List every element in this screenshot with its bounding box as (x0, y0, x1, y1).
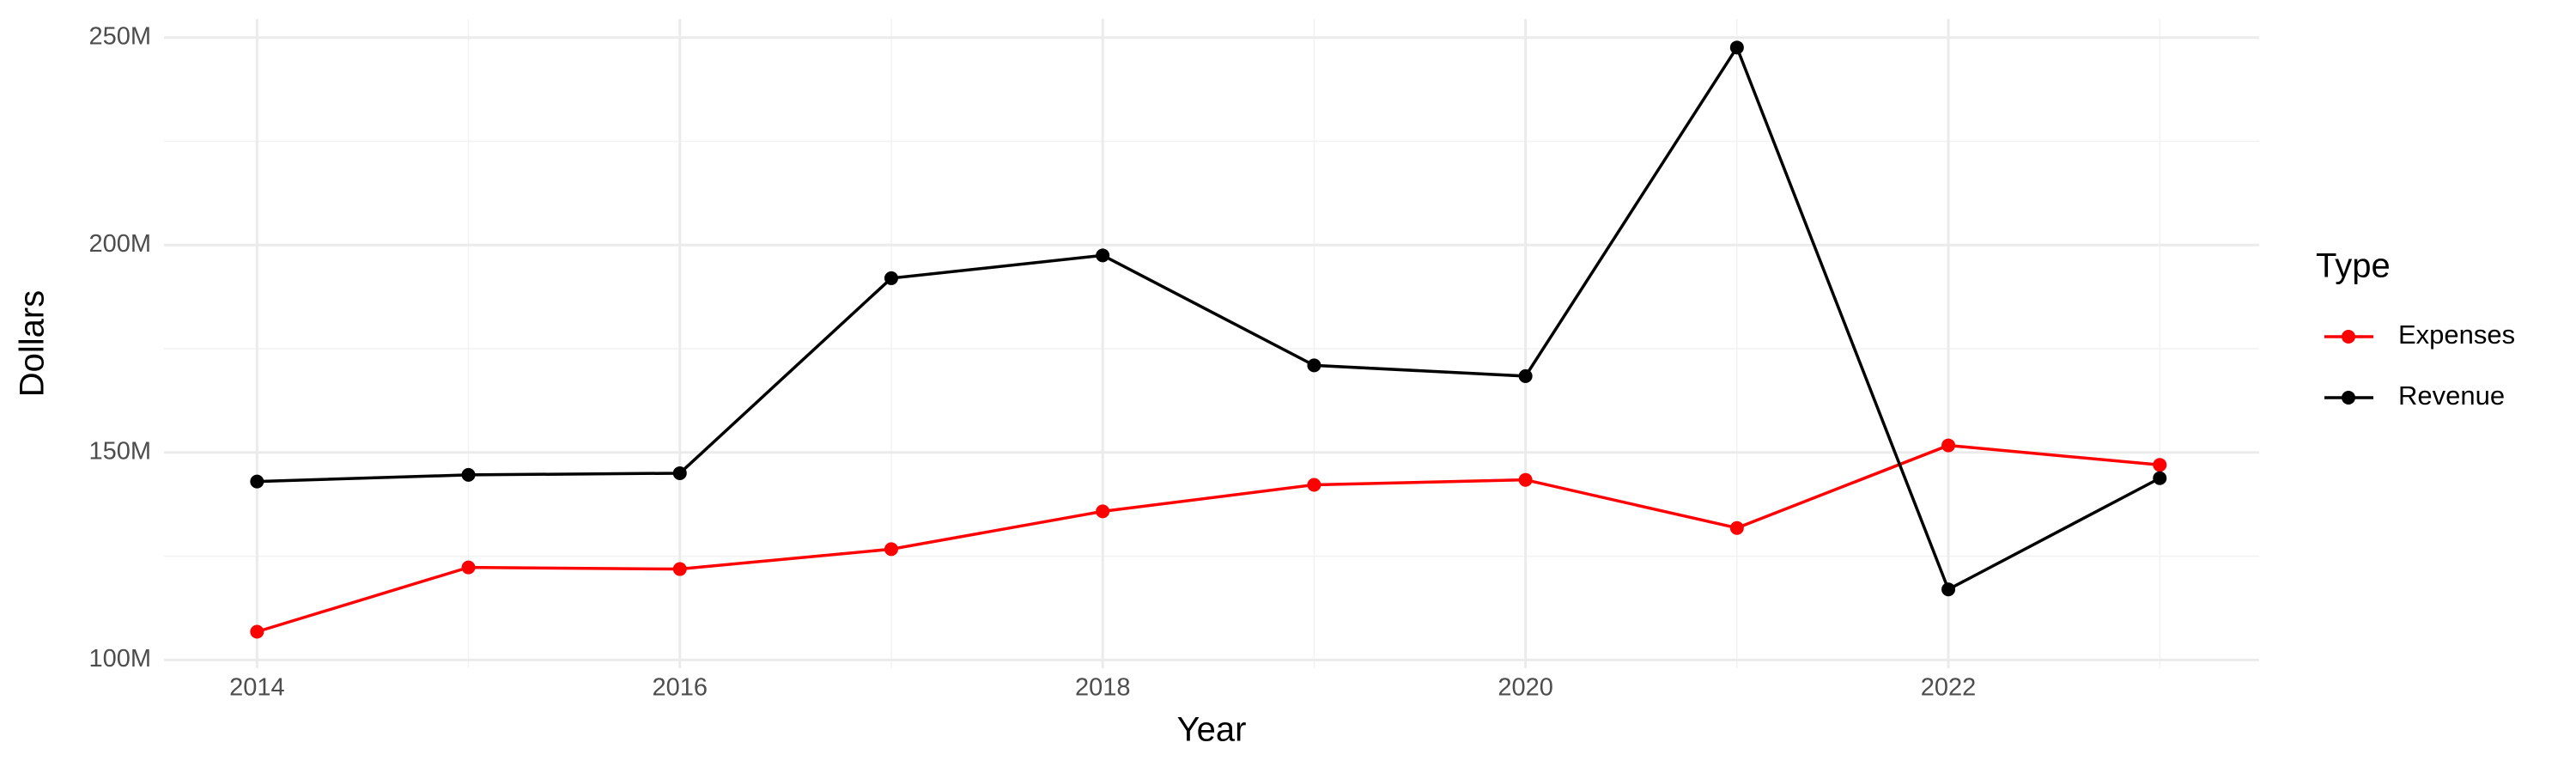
data-point (250, 624, 264, 639)
legend-title: Type (2316, 247, 2391, 285)
data-point (2153, 471, 2167, 485)
data-point (250, 474, 264, 489)
x-axis-title: Year (1177, 711, 1247, 749)
y-tick-label: 250M (88, 22, 151, 50)
data-point (1518, 472, 1533, 487)
data-point (884, 271, 898, 285)
x-tick-label: 2022 (1921, 674, 1977, 702)
x-tick-label: 2020 (1498, 674, 1553, 702)
data-point (1096, 248, 1110, 263)
data-point (1941, 582, 1956, 597)
x-tick-label: 2016 (653, 674, 708, 702)
grid (164, 19, 2259, 668)
series-line (257, 44, 2161, 592)
data-point (1307, 358, 1321, 373)
data-point (672, 562, 687, 576)
data-point (884, 542, 898, 557)
legend-label: Revenue (2398, 380, 2505, 411)
data-point (1729, 520, 1744, 535)
legend-label: Expenses (2398, 320, 2515, 350)
y-axis-title: Dollars (14, 290, 52, 397)
data-point (1941, 438, 1956, 453)
x-tick-label: 2018 (1075, 674, 1131, 702)
series-line (256, 443, 2160, 634)
data-point (1096, 504, 1110, 519)
data-point (672, 466, 687, 480)
data-point (2153, 458, 2167, 472)
plot-area (250, 40, 2167, 639)
data-point (461, 560, 476, 575)
x-tick-label: 2014 (229, 674, 285, 702)
y-tick-label: 200M (88, 230, 151, 258)
legend-swatch-point (2342, 330, 2355, 344)
data-point (461, 467, 476, 482)
data-point (1307, 478, 1321, 492)
y-tick-label: 150M (88, 437, 151, 465)
legend-swatch-point (2342, 391, 2355, 405)
data-point (1729, 40, 1744, 55)
y-tick-label: 100M (88, 645, 151, 673)
data-point (1518, 368, 1533, 383)
